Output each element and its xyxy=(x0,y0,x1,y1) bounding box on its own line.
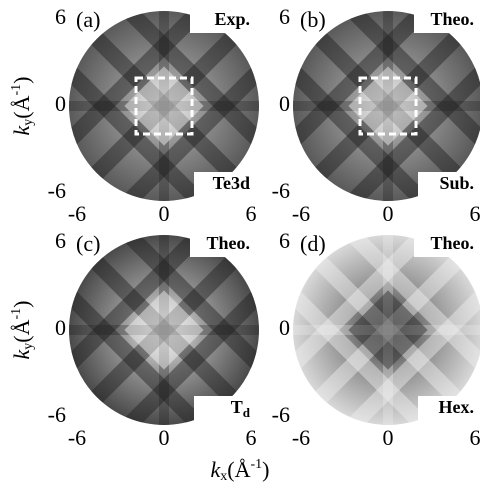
panel-tag: Exp. xyxy=(214,9,250,29)
corner-sub: d xyxy=(243,405,251,420)
y-tick-label: 6 xyxy=(279,4,290,29)
y-label-close: ) xyxy=(9,77,34,84)
band xyxy=(123,235,259,425)
panel-tag: Theo. xyxy=(430,233,474,253)
corner-main: Te3d xyxy=(213,173,250,193)
band xyxy=(69,11,205,201)
band xyxy=(293,11,429,201)
band xyxy=(347,235,480,425)
x-label-sup: -1 xyxy=(250,457,262,472)
pattern xyxy=(293,11,480,201)
panel-letter: (d) xyxy=(300,231,326,256)
band xyxy=(347,11,480,201)
center-square xyxy=(124,66,204,146)
x-axis-label: kx(Å-1) xyxy=(211,457,270,484)
y-tick-label: -6 xyxy=(272,402,290,427)
y-label-main: k xyxy=(9,124,34,135)
tag-bg xyxy=(414,233,478,257)
band xyxy=(69,11,205,201)
y-label-unit: (Å xyxy=(9,95,34,118)
x-tick-label: 0 xyxy=(383,425,394,450)
band xyxy=(293,235,429,425)
y-tick-label: 0 xyxy=(279,315,290,340)
x-tick-label: 0 xyxy=(383,201,394,226)
band xyxy=(347,11,480,201)
y-tick-label: 6 xyxy=(279,228,290,253)
corner-main: Hex. xyxy=(439,397,475,417)
center-square xyxy=(124,290,204,370)
x-label-main: k xyxy=(211,457,222,482)
corner-bg xyxy=(194,172,254,198)
y-label-sup: -1 xyxy=(9,308,24,320)
panel-letter: (a) xyxy=(76,7,100,32)
panel-letter: (c) xyxy=(76,231,100,256)
x-label-sub: x xyxy=(220,469,227,484)
x-tick-label: 0 xyxy=(159,425,170,450)
y-tick-label: -6 xyxy=(48,178,66,203)
panel: (c) Theo. Td -6 0 6 -6 0 6 xyxy=(48,228,259,450)
y-tick-label: -6 xyxy=(272,178,290,203)
corner-bg xyxy=(418,396,478,422)
pattern xyxy=(69,235,259,425)
y-tick-label: 0 xyxy=(55,91,66,116)
tag-bg xyxy=(414,9,478,33)
tag-bg xyxy=(190,233,254,257)
y-label-sub: y xyxy=(21,343,36,350)
panel: (d) Theo. Hex. -6 0 6 -6 0 6 xyxy=(272,228,480,450)
corner-label: Td xyxy=(231,397,251,420)
y-label-sub: y xyxy=(21,119,36,126)
x-tick-label: 6 xyxy=(470,201,480,226)
x-tick-label: -6 xyxy=(292,425,310,450)
band xyxy=(69,235,205,425)
band xyxy=(123,11,259,201)
band xyxy=(293,235,429,425)
y-axis-label: ky(Å-1) xyxy=(9,301,36,360)
dashed-box xyxy=(358,76,418,136)
band xyxy=(347,235,480,425)
center-square xyxy=(348,66,428,146)
y-tick-label: 0 xyxy=(279,91,290,116)
band xyxy=(69,235,205,425)
x-tick-label: 6 xyxy=(246,201,257,226)
corner-label: Sub. xyxy=(439,173,474,193)
x-tick-label: 6 xyxy=(470,425,480,450)
x-tick-label: 0 xyxy=(159,201,170,226)
pattern xyxy=(69,11,259,201)
y-tick-label: 6 xyxy=(55,4,66,29)
corner-main: Sub. xyxy=(439,173,474,193)
center-square xyxy=(348,290,428,370)
dashed-box xyxy=(134,76,194,136)
y-label-sup: -1 xyxy=(9,84,24,96)
band xyxy=(123,235,259,425)
panel-letter: (b) xyxy=(300,7,326,32)
x-tick-label: -6 xyxy=(292,201,310,226)
x-tick-label: -6 xyxy=(68,425,86,450)
corner-label: Te3d xyxy=(213,173,250,193)
band xyxy=(123,11,259,201)
pattern xyxy=(293,235,480,425)
x-label-unit: (Å xyxy=(227,457,250,482)
panel: (b) Theo. Sub. -6 0 6 -6 0 6 xyxy=(272,4,480,226)
panel-tag: Theo. xyxy=(430,9,474,29)
y-label-main: k xyxy=(9,348,34,359)
x-tick-label: -6 xyxy=(68,201,86,226)
corner-bg xyxy=(194,396,254,422)
y-tick-label: 6 xyxy=(55,228,66,253)
y-tick-label: 0 xyxy=(55,315,66,340)
corner-label: Hex. xyxy=(439,397,475,417)
panel: (a) Exp. Te3d -6 0 6 -6 0 6 xyxy=(48,4,259,226)
x-tick-label: 6 xyxy=(246,425,257,450)
band xyxy=(293,11,429,201)
y-axis-label: ky(Å-1) xyxy=(9,77,36,136)
corner-main: T xyxy=(231,397,243,417)
y-label-unit: (Å xyxy=(9,319,34,342)
y-tick-label: -6 xyxy=(48,402,66,427)
tag-bg xyxy=(190,9,254,33)
corner-bg xyxy=(418,172,478,198)
panel-tag: Theo. xyxy=(206,233,250,253)
x-label-close: ) xyxy=(262,457,269,482)
y-label-close: ) xyxy=(9,301,34,308)
